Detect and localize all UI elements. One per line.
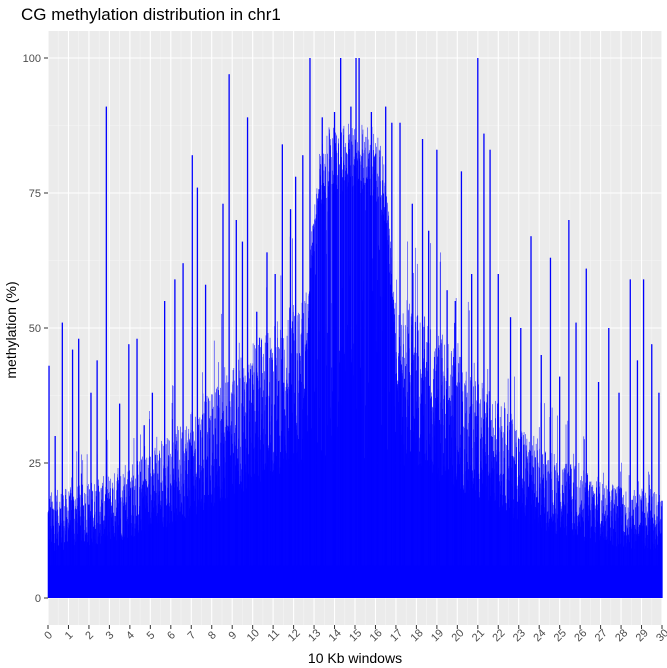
chart-title: CG methylation distribution in chr1 — [21, 5, 281, 24]
x-tick-label: 24 — [531, 627, 548, 644]
x-tick-label: 14 — [327, 627, 344, 644]
x-tick-label: 26 — [572, 627, 589, 644]
x-tick-label: 18 — [409, 627, 426, 644]
x-tick-label: 4 — [124, 629, 137, 642]
x-tick-label: 13 — [306, 627, 323, 644]
x-tick-label: 10 — [245, 627, 262, 644]
x-tick-label: 19 — [429, 627, 446, 644]
x-tick-label: 22 — [490, 627, 507, 644]
x-tick-label: 12 — [286, 627, 303, 644]
x-tick-label: 8 — [206, 629, 219, 642]
x-tick-label: 6 — [165, 629, 178, 642]
y-tick-label: 75 — [29, 188, 41, 200]
x-tick-label: 16 — [368, 627, 385, 644]
x-tick-label: 11 — [266, 627, 283, 644]
x-tick-label: 29 — [634, 627, 651, 644]
x-tick-label: 20 — [449, 627, 466, 644]
x-tick-label: 2 — [83, 629, 96, 642]
x-tick-label: 9 — [226, 629, 239, 642]
x-axis: 0 1 2 3 4 5 6 7 8 9 10 11 12 13 14 15 16 17 18 19 20 21 22 23 24… — [42, 625, 667, 644]
bar-base-fill — [48, 565, 662, 598]
x-tick-label: 1 — [63, 629, 76, 642]
x-tick-label: 23 — [511, 627, 528, 644]
y-tick-label: 50 — [29, 323, 41, 335]
y-tick-label: 0 — [35, 593, 41, 605]
x-tick-label: 5 — [145, 629, 158, 642]
x-tick-label: 0 — [42, 629, 55, 642]
x-tick-label: 28 — [613, 627, 630, 644]
x-tick-label: 3 — [104, 629, 117, 642]
methylation-bars — [47, 58, 663, 598]
x-tick-label: 27 — [593, 627, 610, 644]
y-axis-title: methylation (%) — [3, 281, 19, 378]
bar-series — [47, 58, 663, 598]
x-tick-label: 7 — [186, 629, 199, 642]
y-tick-label: 25 — [29, 458, 41, 470]
x-tick-label: 17 — [388, 627, 405, 644]
x-tick-label: 30 — [654, 627, 667, 644]
x-axis-title: 10 Kb windows — [308, 650, 402, 666]
x-tick-label: 25 — [552, 627, 569, 644]
x-tick-label: 15 — [347, 627, 364, 644]
y-axis: 0 25 50 75 100 — [23, 53, 48, 605]
y-tick-label: 100 — [23, 53, 41, 65]
x-tick-label: 21 — [470, 627, 487, 644]
